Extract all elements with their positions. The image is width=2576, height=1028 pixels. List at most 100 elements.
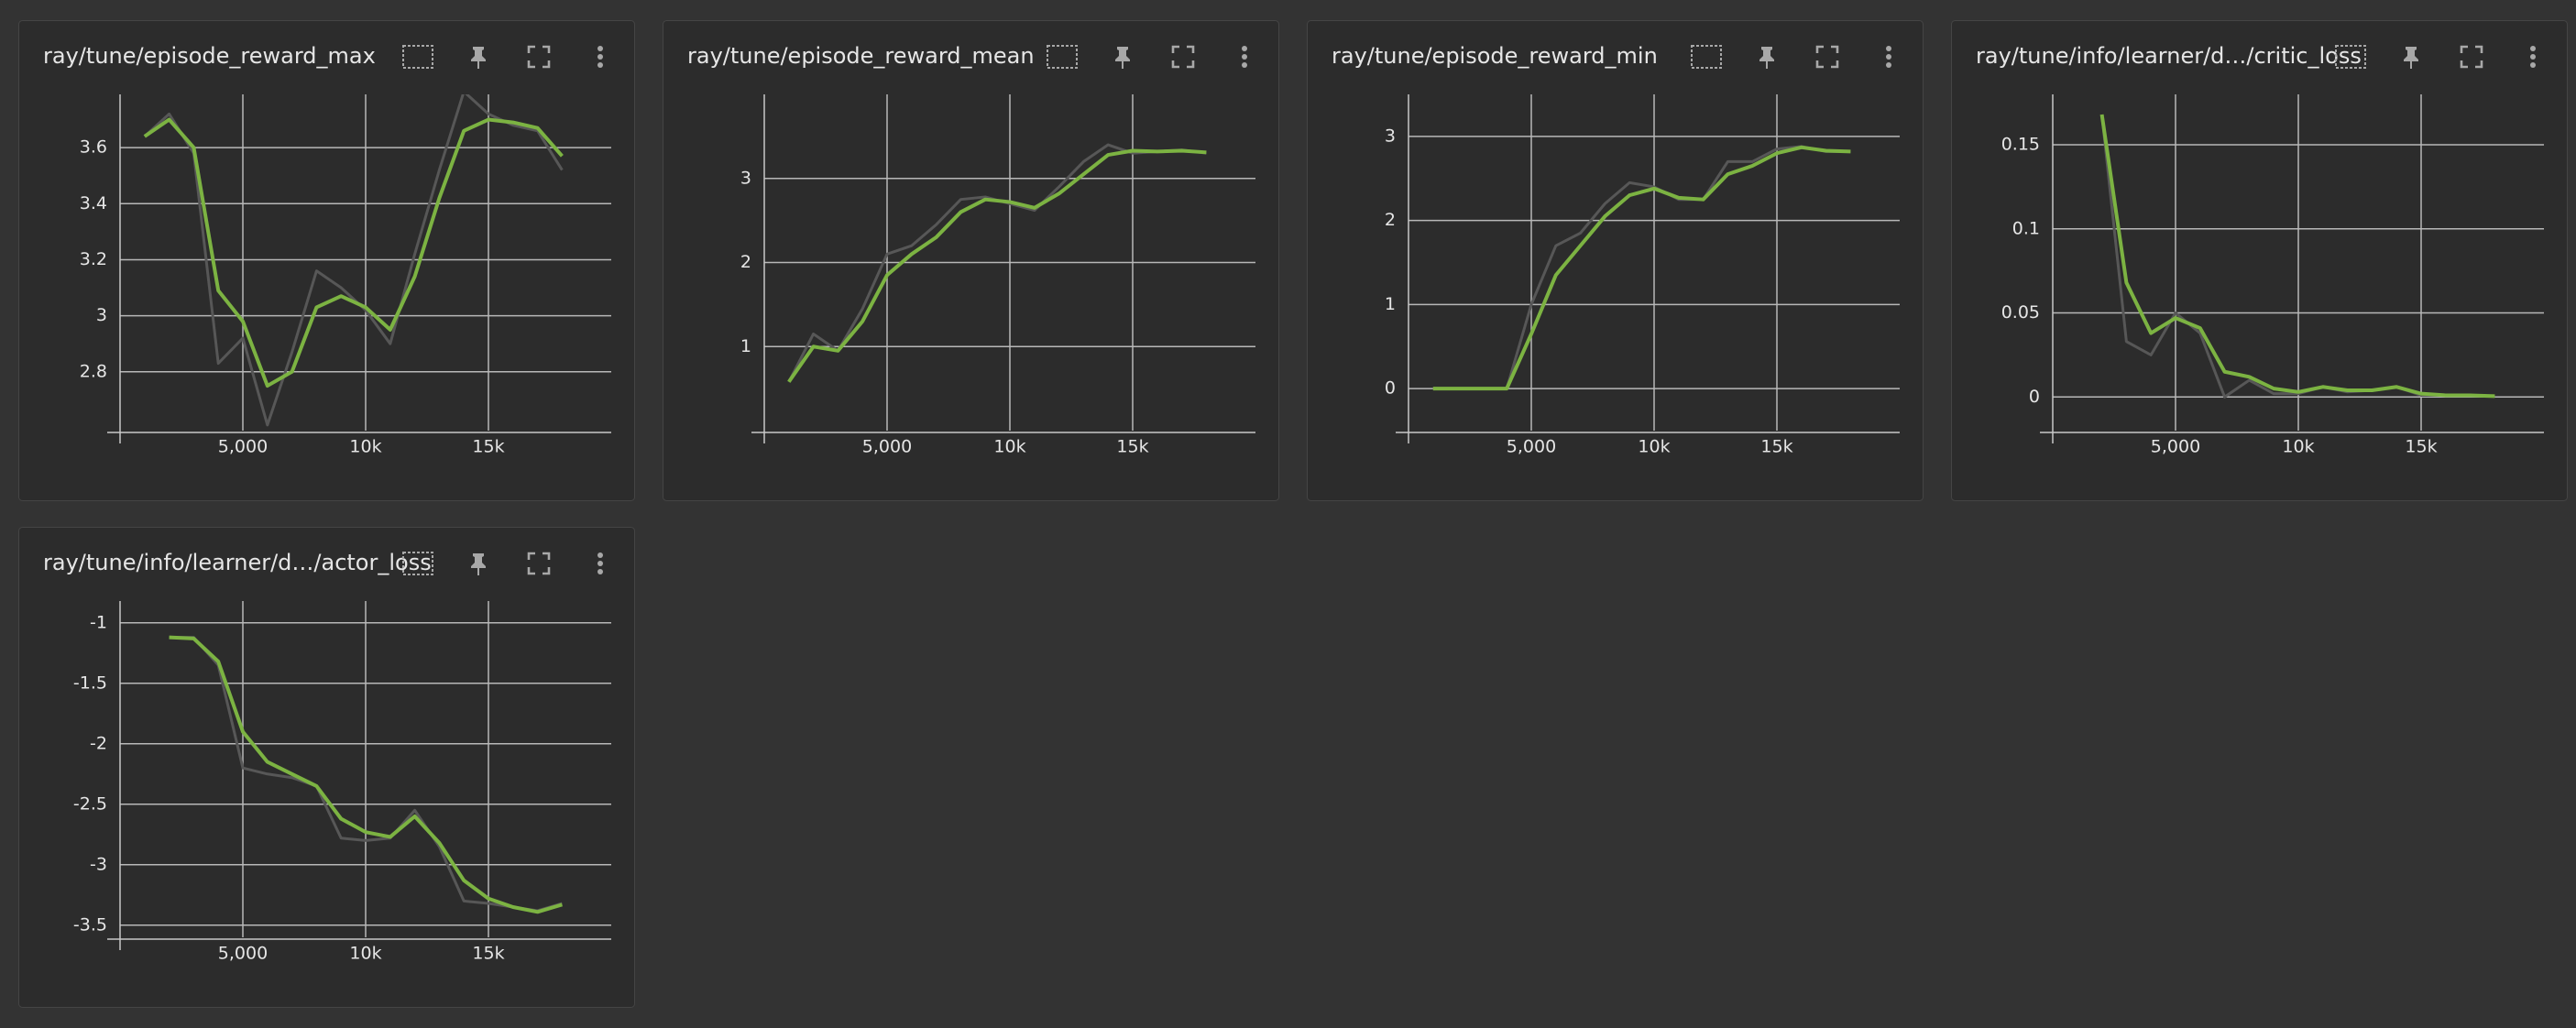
pin-button[interactable] [1115, 47, 1130, 69]
icon[interactable] [2530, 46, 2536, 51]
x-tick-label: 10k [349, 437, 381, 457]
pin-button[interactable] [471, 553, 486, 575]
x-tick-label: 10k [1638, 437, 1670, 457]
x-tick-label: 5,000 [218, 944, 268, 964]
icon[interactable] [1047, 45, 1078, 69]
chart-card: ray/tune/episode_reward_max 2.8 3 3.2 3.4 3.6… [18, 20, 635, 501]
series-line [169, 635, 563, 914]
toggle-y-axis-button[interactable] [402, 552, 433, 575]
y-tick-label: -2 [90, 733, 107, 753]
x-tick-label: 5,000 [862, 437, 912, 457]
icon[interactable] [527, 45, 551, 69]
y-tick-label: 1 [1385, 294, 1396, 314]
icon[interactable] [1242, 54, 1247, 60]
y-tick-label: 0.1 [2012, 218, 2040, 238]
toggle-y-axis-button[interactable] [1047, 45, 1078, 69]
y-tick-label: -1 [90, 612, 107, 632]
card-background [1307, 20, 1924, 501]
icon[interactable] [1886, 54, 1891, 60]
x-tick-label: 15k [472, 944, 504, 964]
series-line [1432, 145, 1851, 391]
y-tick-label: 3 [740, 168, 751, 188]
x-tick-label: 10k [993, 437, 1025, 457]
icon[interactable] [1242, 62, 1247, 68]
fullscreen-button[interactable] [1171, 45, 1195, 69]
y-tick-label: -1.5 [73, 673, 107, 693]
series-line [169, 636, 563, 913]
icon[interactable] [471, 553, 486, 575]
y-tick-label: -2.5 [73, 793, 107, 814]
icon[interactable] [597, 561, 603, 566]
y-tick-label: 0.15 [2001, 135, 2040, 155]
toggle-y-axis-button[interactable] [2335, 45, 2366, 69]
icon[interactable] [1886, 62, 1891, 68]
chart-card: ray/tune/info/learner/d…/critic_loss 0 0.0… [1951, 20, 2568, 501]
more-button[interactable] [2530, 46, 2536, 68]
icon[interactable] [527, 552, 551, 575]
chart-card: ray/tune/episode_reward_mean 1 2 3 5,000 10k 1… [663, 20, 1279, 501]
icon[interactable] [1242, 46, 1247, 51]
y-tick-label: 3.4 [80, 193, 107, 213]
icon[interactable] [2530, 62, 2536, 68]
x-tick-label: 5,000 [1507, 437, 1556, 457]
card-background [18, 527, 635, 1008]
y-tick-label: 0.05 [2001, 302, 2040, 323]
icon[interactable] [471, 47, 486, 69]
x-tick-label: 15k [1116, 437, 1148, 457]
icon[interactable] [1691, 45, 1722, 69]
y-tick-label: 2.8 [80, 361, 107, 381]
icon[interactable] [1815, 45, 1839, 69]
icon[interactable] [2460, 45, 2483, 69]
icon[interactable] [597, 54, 603, 60]
x-tick-label: 15k [1760, 437, 1792, 457]
y-tick-label: 3 [1385, 126, 1396, 146]
icon[interactable] [597, 569, 603, 574]
x-tick-label: 10k [349, 944, 381, 964]
series-line [2099, 114, 2495, 399]
fullscreen-button[interactable] [527, 45, 551, 69]
icon[interactable] [597, 62, 603, 68]
icon[interactable] [2530, 54, 2536, 60]
y-tick-label: 2 [740, 252, 751, 272]
icon[interactable] [597, 46, 603, 51]
pin-button[interactable] [2404, 47, 2418, 69]
y-tick-label: 3 [96, 305, 107, 325]
icon[interactable] [1115, 47, 1130, 69]
series-line [143, 117, 564, 388]
fullscreen-button[interactable] [2460, 45, 2483, 69]
more-button[interactable] [597, 46, 603, 68]
toggle-y-axis-button[interactable] [1691, 45, 1722, 69]
series-line [787, 148, 1207, 383]
card-background [18, 20, 635, 501]
fullscreen-button[interactable] [527, 552, 551, 575]
icon[interactable] [597, 552, 603, 558]
chart-title: ray/tune/episode_reward_mean [687, 43, 1035, 69]
more-button[interactable] [1886, 46, 1891, 68]
toggle-y-axis-button[interactable] [402, 45, 433, 69]
x-tick-label: 15k [2405, 437, 2437, 457]
icon[interactable] [402, 45, 433, 69]
pin-button[interactable] [1759, 47, 1774, 69]
icon[interactable] [2404, 47, 2418, 69]
fullscreen-button[interactable] [1815, 45, 1839, 69]
y-tick-label: 1 [740, 336, 751, 356]
x-tick-label: 5,000 [2151, 437, 2200, 457]
y-tick-label: -3.5 [73, 914, 107, 935]
more-button[interactable] [597, 552, 603, 574]
chart-title: ray/tune/episode_reward_max [43, 43, 376, 69]
more-button[interactable] [1242, 46, 1247, 68]
card-background [663, 20, 1279, 501]
chart-title: ray/tune/episode_reward_min [1332, 43, 1658, 69]
icon[interactable] [1759, 47, 1774, 69]
y-tick-label: 3.2 [80, 249, 107, 269]
icon[interactable] [1886, 46, 1891, 51]
icon[interactable] [402, 552, 433, 575]
icon[interactable] [2335, 45, 2366, 69]
chart-card: ray/tune/episode_reward_min 0 1 2 3 5,000 10k 1… [1307, 20, 1924, 501]
icon[interactable] [1171, 45, 1195, 69]
y-tick-label: -3 [90, 854, 107, 874]
pin-button[interactable] [471, 47, 486, 69]
card-background [1951, 20, 2568, 501]
